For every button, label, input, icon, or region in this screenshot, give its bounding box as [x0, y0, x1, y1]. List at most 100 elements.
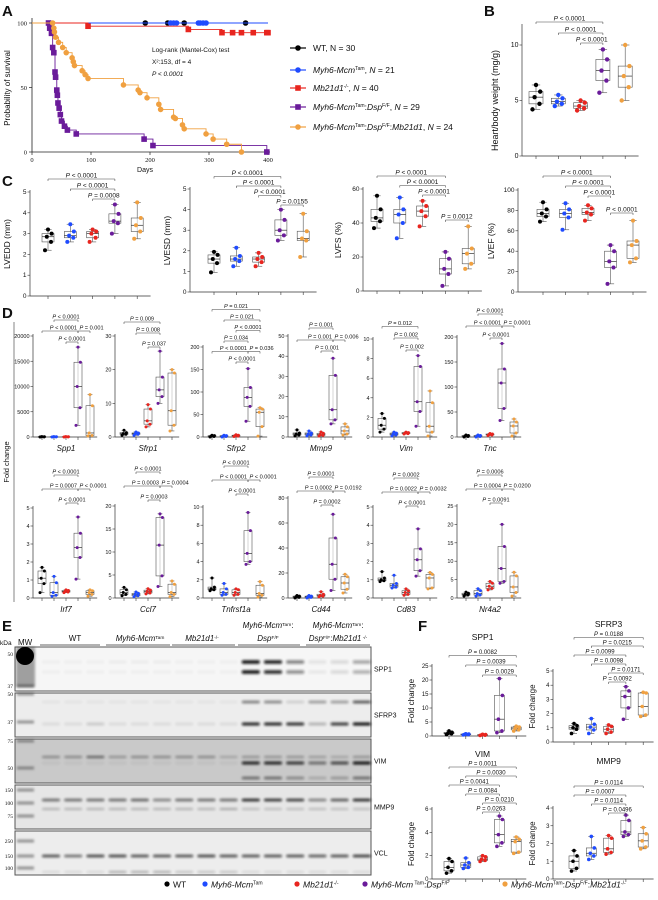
text-segment: : [361, 621, 363, 630]
y-tick-label: 0 [546, 740, 550, 746]
protein-band [286, 798, 305, 802]
data-point [420, 198, 425, 203]
series-marker [264, 149, 270, 155]
y-tick-label: 100 [444, 385, 453, 391]
y-tick-label: 6 [196, 541, 199, 547]
p-value-label: P = 0.0114 [594, 799, 623, 805]
significance-bracket: P < 0.0001 [134, 467, 162, 474]
data-point [319, 430, 323, 434]
p-value: < 0.0001 [54, 326, 77, 332]
data-point [233, 591, 237, 595]
data-point [446, 865, 450, 870]
series-marker [137, 89, 143, 96]
p-value-label: P < 0.0001 [565, 27, 597, 34]
p-value-label: P = 0.0091 [482, 498, 509, 504]
box-group [155, 512, 165, 588]
data-point [342, 581, 346, 585]
data-point [500, 817, 505, 822]
box-group [595, 47, 611, 95]
box-group [340, 422, 350, 437]
significance-bracket: P = 0.0003 [140, 495, 168, 502]
box-group [461, 433, 471, 439]
y-tick-label: 50 [278, 334, 284, 340]
box-group [573, 98, 588, 113]
data-point [626, 706, 631, 710]
survival-curve [32, 22, 242, 152]
data-point [430, 430, 434, 434]
data-point [447, 856, 451, 861]
data-point [499, 381, 503, 385]
protein-band [219, 722, 238, 726]
box-group [304, 594, 314, 600]
p-value: = 0.006 [338, 335, 358, 341]
data-point [538, 89, 543, 94]
data-point [619, 98, 624, 103]
box [494, 695, 505, 732]
marker-size-label: 50 [8, 692, 14, 698]
data-point [333, 418, 337, 422]
protein-band [64, 798, 83, 802]
p-symbol: P [50, 326, 54, 332]
p-value: = 0.0092 [607, 677, 633, 683]
data-point [258, 406, 262, 410]
box [73, 532, 83, 558]
data-point [221, 591, 225, 595]
ladder-band [17, 739, 34, 743]
data-point [379, 423, 383, 427]
box [620, 820, 632, 835]
significance-bracket: P = 0.002 [400, 345, 424, 352]
significance-bracket: P < 0.0001 [222, 461, 250, 468]
significance-bracket: P = 0.0003 [123, 481, 161, 488]
marker-size-label: 75 [8, 814, 14, 820]
data-point [345, 587, 349, 591]
data-point [90, 404, 94, 408]
p-value-label: P = 0.0004 [162, 481, 189, 487]
series-marker [85, 23, 91, 30]
protein-band [330, 700, 349, 704]
data-point [621, 834, 626, 839]
data-point [479, 857, 484, 861]
series-marker [49, 44, 56, 51]
significance-bracket: P = 0.021 [223, 315, 261, 322]
p-symbol: P [585, 650, 589, 656]
legend-item: Mb21d1-/- [294, 880, 339, 890]
p-value-label: P = 0.0032 [420, 487, 447, 493]
p-symbol: P [611, 668, 615, 674]
p-value-label: P < 0.0001 [554, 16, 586, 23]
y-tick-label: 2 [23, 251, 27, 258]
data-point [574, 866, 579, 871]
protein-band [153, 761, 171, 765]
legend-dot [202, 881, 208, 887]
p-symbol: P [392, 473, 396, 479]
p-value: < 0.0001 [81, 183, 109, 190]
marker-size-label: 100 [5, 801, 14, 807]
protein-band [64, 761, 83, 765]
box [328, 375, 338, 421]
data-point [406, 431, 410, 435]
y-tick-label: 20 [105, 504, 111, 510]
box-group [620, 813, 632, 839]
data-point [71, 229, 76, 234]
data-point [256, 250, 261, 255]
data-point [309, 431, 313, 435]
significance-bracket: P < 0.0001 [47, 173, 116, 181]
x-tick-label: 300 [204, 157, 214, 164]
protein-band [197, 808, 216, 810]
data-point [234, 587, 238, 591]
p-value-label: P < 0.0001 [234, 325, 261, 331]
text-segment: = 30 [336, 43, 355, 53]
protein-band [308, 871, 327, 873]
data-point [148, 407, 152, 411]
y-tick-label: 15 [447, 541, 453, 547]
data-point [260, 425, 264, 429]
y-tick-label: 0 [183, 289, 187, 296]
data-point [498, 581, 502, 585]
data-point [78, 360, 82, 364]
data-point [588, 851, 593, 856]
data-point [210, 257, 215, 262]
data-point [40, 435, 44, 439]
data-point [52, 574, 56, 578]
protein-band [42, 854, 60, 858]
p-symbol: P [228, 489, 232, 495]
box [73, 361, 83, 409]
